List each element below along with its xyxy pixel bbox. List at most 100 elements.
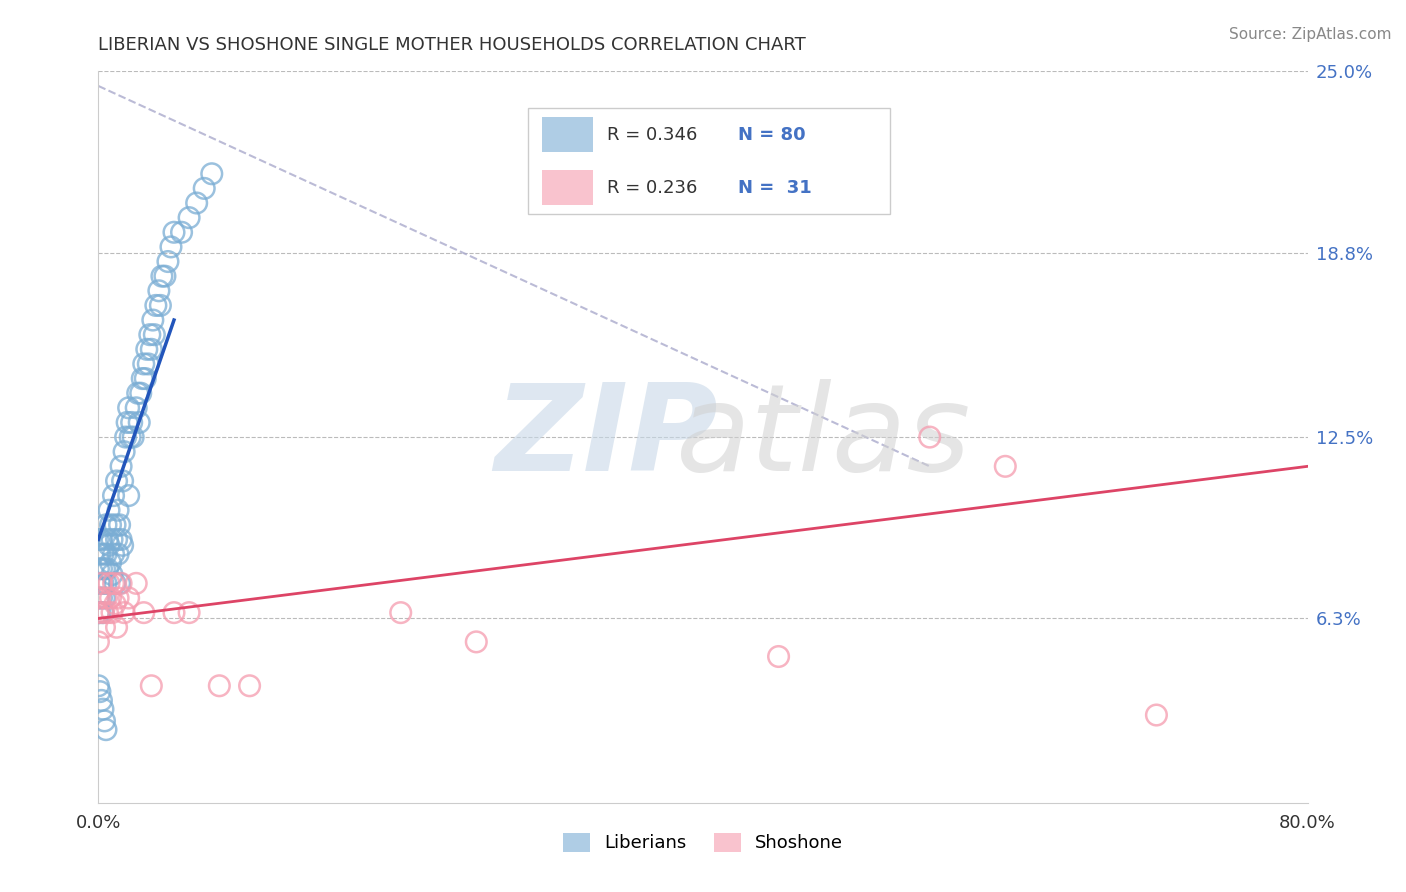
- Point: [121, 416, 143, 430]
- Point: [107, 547, 129, 561]
- Point: [105, 533, 128, 547]
- Text: N =  31: N = 31: [738, 178, 811, 196]
- Point: [98, 538, 121, 552]
- Point: [89, 591, 111, 605]
- Point: [108, 576, 131, 591]
- Point: [103, 489, 125, 503]
- Point: [100, 517, 122, 532]
- Point: [768, 649, 790, 664]
- Point: [110, 459, 132, 474]
- Text: LIBERIAN VS SHOSHONE SINGLE MOTHER HOUSEHOLDS CORRELATION CHART: LIBERIAN VS SHOSHONE SINGLE MOTHER HOUSE…: [98, 36, 806, 54]
- Point: [107, 591, 129, 605]
- Point: [122, 430, 145, 444]
- Point: [89, 684, 111, 698]
- Point: [93, 620, 115, 634]
- Point: [132, 357, 155, 371]
- FancyBboxPatch shape: [543, 117, 593, 153]
- Point: [87, 591, 110, 605]
- Point: [90, 533, 112, 547]
- Point: [91, 547, 114, 561]
- Point: [94, 591, 117, 605]
- Point: [94, 547, 117, 561]
- Point: [100, 591, 122, 605]
- Point: [105, 474, 128, 488]
- Point: [90, 562, 112, 576]
- Point: [179, 211, 201, 225]
- Point: [149, 298, 172, 312]
- Point: [141, 343, 163, 357]
- Point: [104, 597, 127, 611]
- Legend: Liberians, Shoshone: Liberians, Shoshone: [555, 826, 851, 860]
- Point: [98, 503, 121, 517]
- Point: [389, 606, 412, 620]
- Point: [153, 269, 176, 284]
- Point: [111, 538, 134, 552]
- Point: [103, 547, 125, 561]
- Point: [145, 298, 167, 312]
- Point: [96, 533, 118, 547]
- Point: [98, 576, 121, 591]
- Point: [108, 517, 131, 532]
- Point: [193, 181, 215, 195]
- Point: [89, 576, 111, 591]
- Text: N = 80: N = 80: [738, 126, 806, 144]
- Point: [111, 474, 134, 488]
- Point: [160, 240, 183, 254]
- Point: [918, 430, 941, 444]
- Point: [104, 517, 127, 532]
- Point: [129, 386, 152, 401]
- Point: [125, 401, 148, 415]
- Point: [127, 386, 149, 401]
- Point: [134, 371, 156, 385]
- Point: [125, 576, 148, 591]
- FancyBboxPatch shape: [527, 108, 890, 214]
- Text: Source: ZipAtlas.com: Source: ZipAtlas.com: [1229, 27, 1392, 42]
- Point: [94, 517, 117, 532]
- Point: [136, 357, 159, 371]
- Point: [87, 635, 110, 649]
- Point: [118, 401, 141, 415]
- Point: [141, 679, 163, 693]
- Point: [103, 576, 125, 591]
- Point: [87, 533, 110, 547]
- Text: R = 0.236: R = 0.236: [607, 178, 697, 196]
- Point: [91, 606, 114, 620]
- Point: [179, 606, 201, 620]
- Point: [150, 269, 173, 284]
- Point: [94, 723, 117, 737]
- Point: [101, 567, 124, 582]
- FancyBboxPatch shape: [543, 170, 593, 205]
- Point: [93, 591, 115, 605]
- Text: atlas: atlas: [676, 378, 972, 496]
- Point: [110, 576, 132, 591]
- Point: [87, 606, 110, 620]
- Point: [131, 371, 153, 385]
- Point: [100, 556, 122, 570]
- Point: [1144, 708, 1167, 723]
- Text: ZIP: ZIP: [495, 378, 718, 496]
- Point: [139, 327, 162, 342]
- Point: [135, 343, 157, 357]
- Point: [208, 679, 231, 693]
- Point: [128, 416, 150, 430]
- Point: [87, 562, 110, 576]
- Point: [132, 606, 155, 620]
- Point: [170, 225, 193, 239]
- Point: [91, 606, 114, 620]
- Point: [93, 714, 115, 728]
- Point: [89, 606, 111, 620]
- Point: [118, 489, 141, 503]
- Point: [96, 562, 118, 576]
- Point: [186, 196, 208, 211]
- Point: [101, 606, 124, 620]
- Point: [96, 606, 118, 620]
- Point: [115, 416, 138, 430]
- Point: [91, 576, 114, 591]
- Point: [201, 167, 224, 181]
- Point: [163, 225, 186, 239]
- Point: [142, 313, 165, 327]
- Point: [105, 620, 128, 634]
- Point: [112, 444, 135, 458]
- Point: [120, 430, 142, 444]
- Point: [118, 591, 141, 605]
